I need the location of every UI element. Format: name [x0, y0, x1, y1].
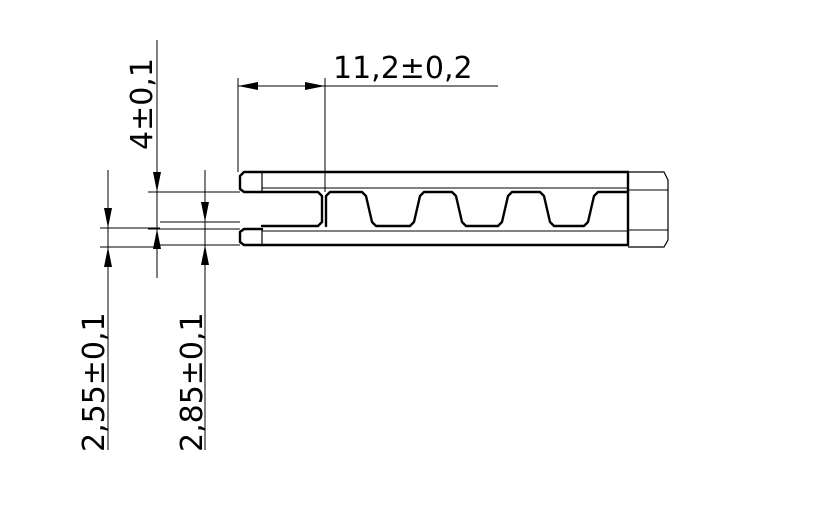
dimension-offset-b-label: 2,85±0,1 — [175, 312, 210, 452]
part-outline — [238, 170, 669, 248]
dimension-height-top-label: 4±0,1 — [125, 58, 160, 150]
dimension-offset-a-label: 2,55±0,1 — [77, 312, 112, 452]
dimension-offset-a: 2,55±0,1 — [77, 170, 160, 452]
dimension-height-top: 4±0,1 — [125, 40, 240, 278]
dimension-length-label: 11,2±0,2 — [333, 51, 473, 86]
dimension-offset-b: 2,85±0,1 — [160, 170, 240, 452]
dimension-length: 11,2±0,2 — [237, 51, 498, 192]
